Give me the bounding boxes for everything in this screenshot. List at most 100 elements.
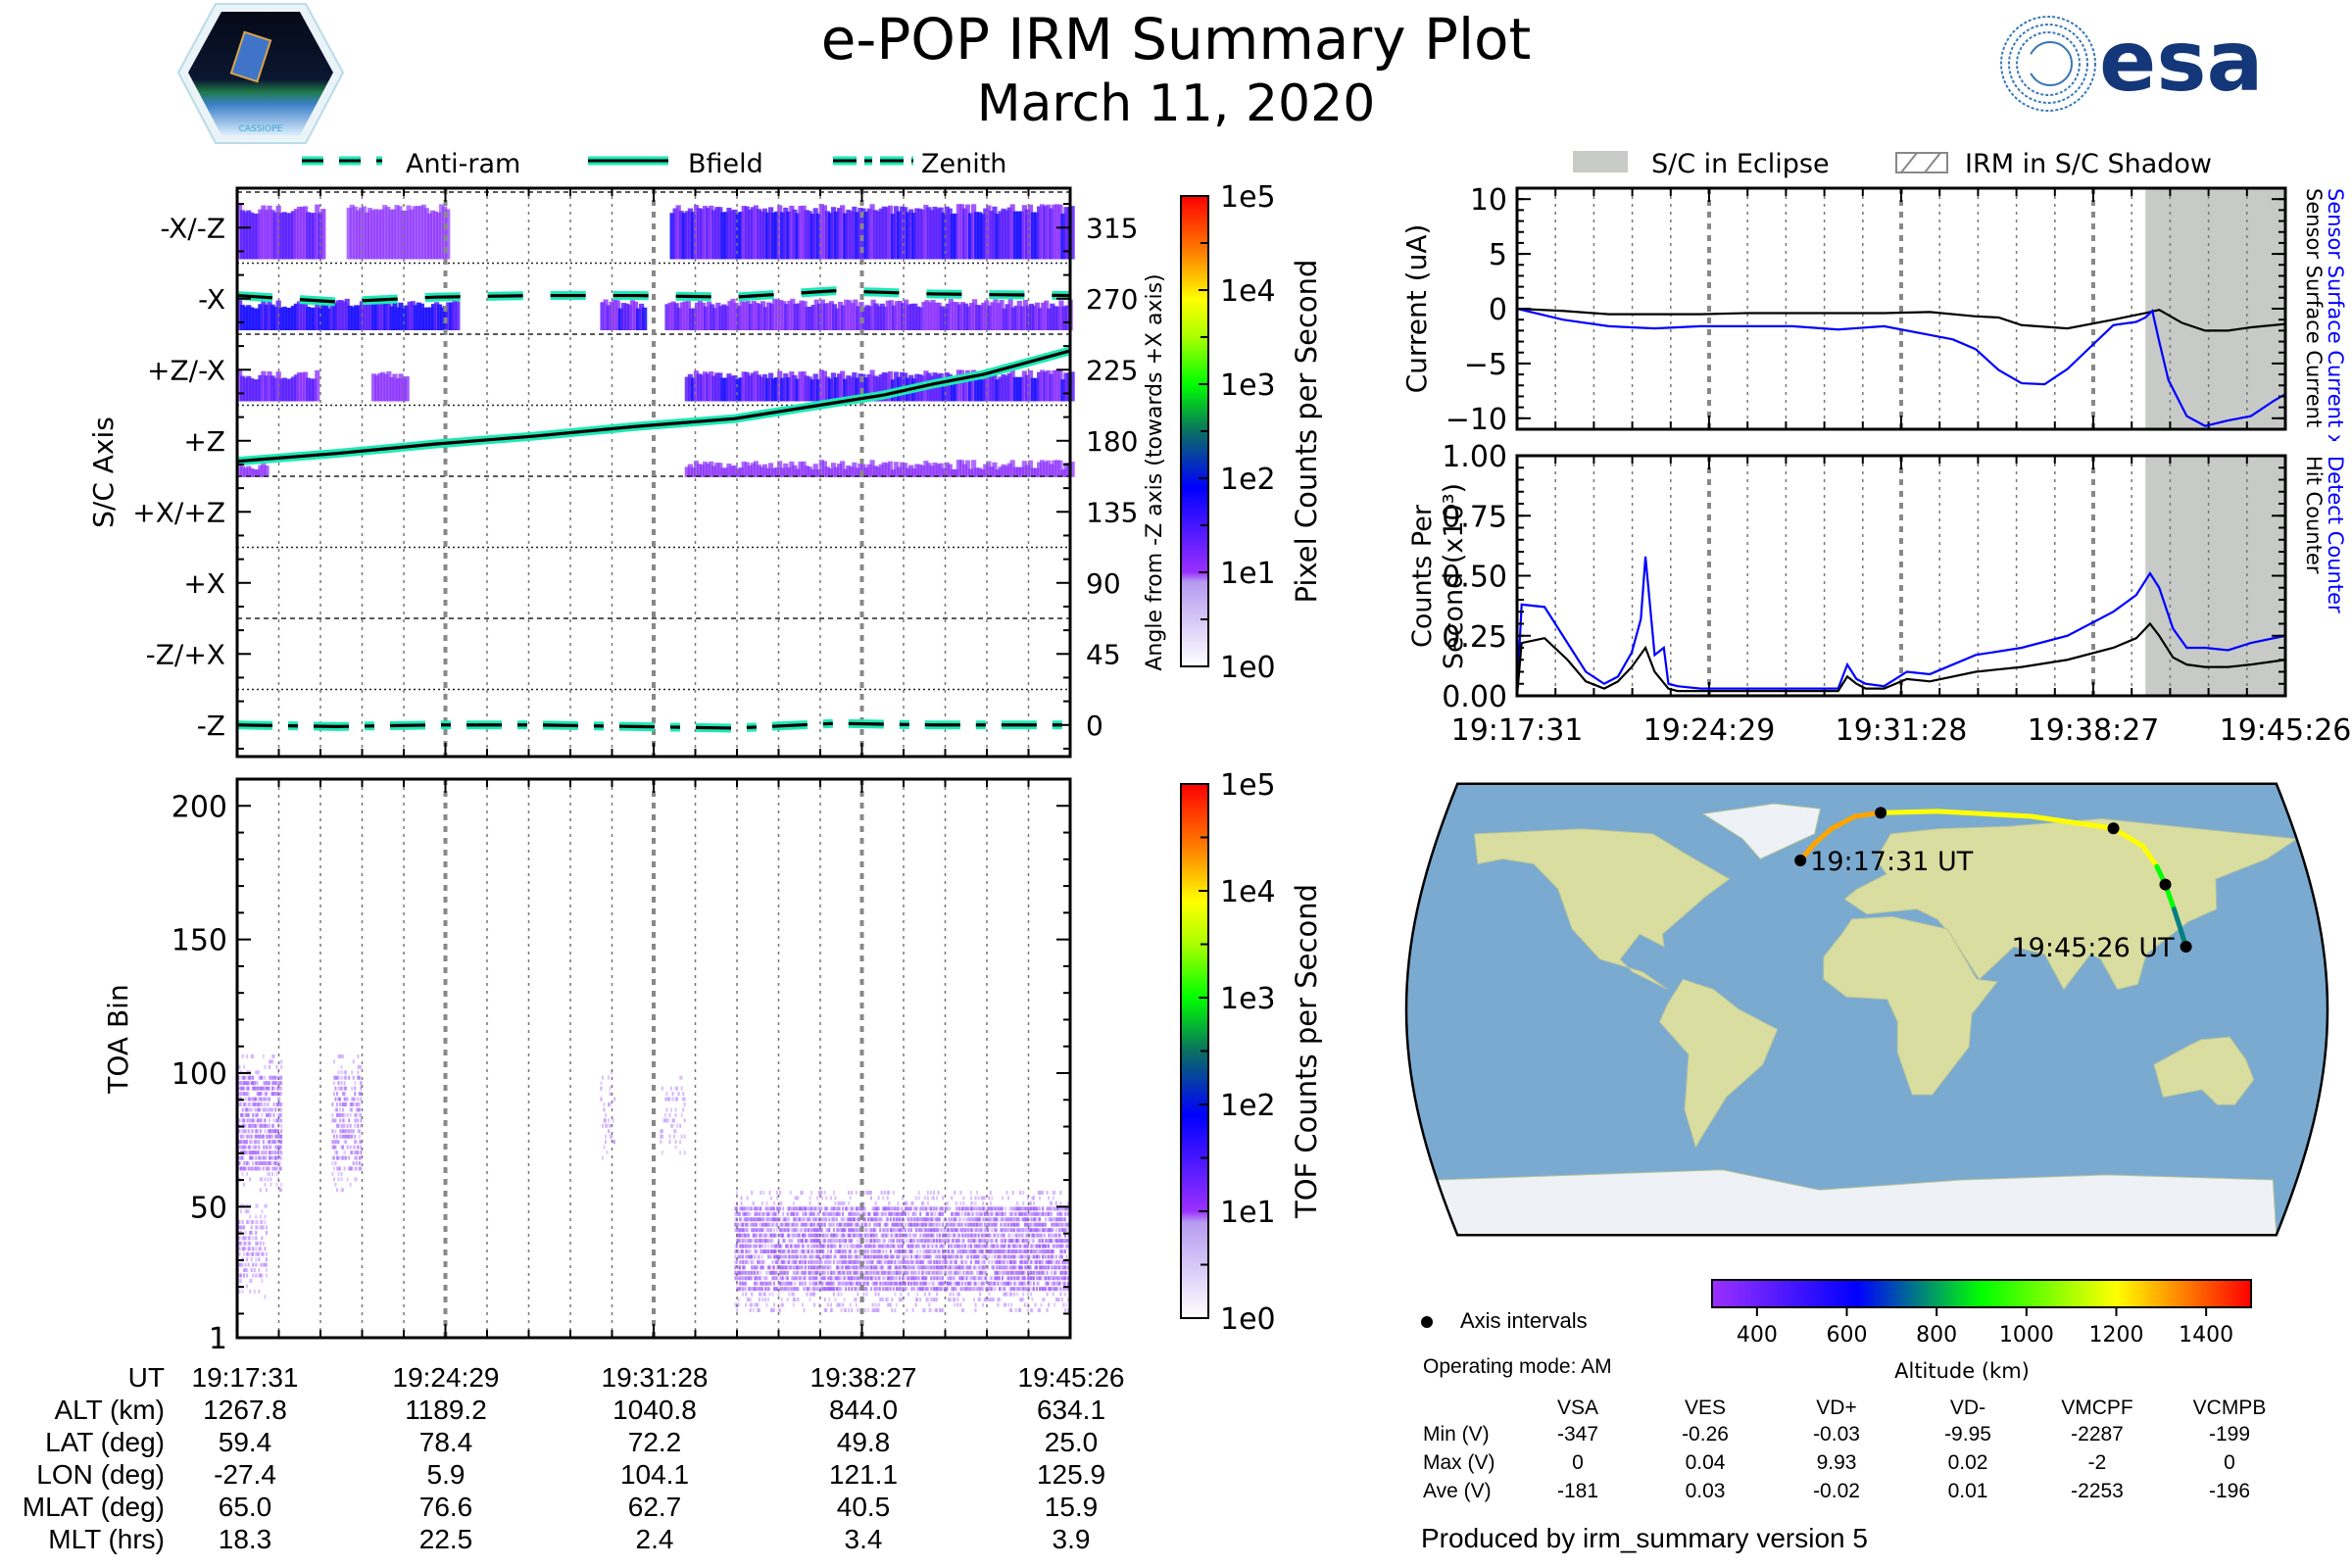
intensity-pixel	[1051, 1287, 1054, 1292]
intensity-pixel	[917, 1222, 920, 1227]
intensity-pixel	[252, 1086, 255, 1091]
intensity-pixel	[889, 1217, 892, 1222]
intensity-pixel	[829, 1270, 832, 1275]
intensity-cell	[1052, 460, 1057, 477]
intensity-pixel	[795, 1250, 798, 1253]
intensity-pixel	[886, 1276, 889, 1281]
intensity-pixel	[343, 1102, 346, 1106]
intensity-pixel	[773, 1254, 776, 1259]
intensity-pixel	[605, 1134, 608, 1139]
intensity-pixel	[842, 1259, 845, 1264]
intensity-pixel	[948, 1281, 951, 1286]
intensity-pixel	[860, 1222, 863, 1227]
intensity-pixel	[905, 1222, 907, 1227]
intensity-pixel	[782, 1302, 785, 1307]
intensity-cell	[784, 304, 790, 330]
intensity-cell	[798, 462, 804, 477]
intensity-cell	[1007, 299, 1013, 330]
intensity-pixel	[1003, 1302, 1005, 1307]
intensity-cell	[404, 376, 410, 402]
intensity-pixel	[782, 1228, 785, 1233]
intensity-cell	[879, 303, 885, 330]
intensity-pixel	[771, 1308, 774, 1312]
intensity-pixel	[1019, 1298, 1022, 1302]
intensity-cell	[237, 460, 243, 477]
intensity-pixel	[825, 1206, 828, 1211]
intensity-pixel	[274, 1134, 277, 1139]
intensity-pixel	[986, 1222, 989, 1227]
intensity-pixel	[1029, 1222, 1032, 1227]
intensity-pixel	[1037, 1206, 1040, 1211]
intensity-cell	[918, 307, 924, 330]
intensity-pixel	[894, 1292, 897, 1297]
intensity-pixel	[770, 1196, 772, 1200]
intensity-cell	[906, 467, 911, 477]
intensity-pixel	[871, 1228, 874, 1233]
intensity-pixel	[1042, 1206, 1045, 1211]
intensity-pixel	[277, 1145, 280, 1150]
intensity-pixel	[819, 1228, 822, 1233]
intensity-pixel	[603, 1107, 606, 1112]
intensity-pixel	[1056, 1276, 1059, 1281]
intensity-cell	[843, 378, 849, 402]
intensity-pixel	[800, 1206, 803, 1211]
intensity-pixel	[1005, 1250, 1008, 1253]
colorbar-tick-label: 1e4	[1220, 274, 1276, 309]
intensity-pixel	[901, 1196, 904, 1200]
intensity-cell	[944, 371, 950, 402]
intensity-pixel	[240, 1081, 243, 1086]
intensity-cell	[711, 375, 717, 402]
intensity-pixel	[882, 1228, 885, 1233]
intensity-pixel	[771, 1259, 774, 1264]
intensity-pixel	[349, 1145, 352, 1150]
intensity-pixel	[1023, 1287, 1026, 1292]
intensity-cell	[783, 373, 789, 402]
intensity-pixel	[808, 1239, 811, 1244]
intensity-pixel	[278, 1092, 281, 1097]
intensity-pixel	[810, 1244, 813, 1249]
intensity-pixel	[931, 1206, 934, 1211]
intensity-cell	[341, 301, 347, 330]
intensity-pixel	[886, 1302, 889, 1307]
intensity-pixel	[895, 1302, 898, 1307]
intensity-pixel	[264, 1203, 267, 1208]
intensity-pixel	[1039, 1287, 1042, 1292]
intensity-pixel	[278, 1097, 281, 1102]
intensity-pixel	[922, 1250, 925, 1253]
intensity-pixel	[873, 1211, 876, 1216]
intensity-pixel	[250, 1054, 253, 1058]
intensity-pixel	[1054, 1302, 1056, 1307]
intensity-pixel	[1010, 1254, 1013, 1259]
intensity-cell	[911, 213, 917, 260]
intensity-pixel	[959, 1302, 962, 1307]
intensity-pixel	[247, 1247, 250, 1251]
intensity-pixel	[891, 1222, 894, 1227]
intensity-pixel	[939, 1244, 942, 1249]
intensity-cell	[751, 301, 757, 330]
intensity-pixel	[805, 1265, 808, 1270]
intensity-pixel	[247, 1118, 250, 1123]
intensity-pixel	[267, 1086, 270, 1091]
intensity-cell	[1004, 210, 1009, 260]
intensity-pixel	[1011, 1191, 1014, 1195]
intensity-pixel	[1032, 1206, 1035, 1211]
intensity-pixel	[737, 1265, 740, 1270]
intensity-pixel	[865, 1276, 868, 1281]
intensity-cell	[1028, 303, 1035, 330]
intensity-pixel	[851, 1206, 854, 1211]
intensity-cell	[825, 303, 832, 330]
intensity-pixel	[888, 1281, 891, 1286]
intensity-pixel	[343, 1151, 346, 1155]
intensity-pixel	[734, 1222, 737, 1227]
intensity-pixel	[777, 1308, 780, 1312]
intensity-pixel	[907, 1281, 910, 1286]
intensity-pixel	[925, 1276, 928, 1281]
intensity-pixel	[952, 1250, 955, 1253]
intensity-pixel	[919, 1211, 922, 1216]
intensity-pixel	[974, 1244, 977, 1249]
intensity-pixel	[805, 1228, 808, 1233]
intensity-pixel	[258, 1134, 261, 1139]
intensity-pixel	[354, 1140, 357, 1145]
intensity-pixel	[1049, 1217, 1052, 1222]
intensity-pixel	[354, 1145, 357, 1150]
